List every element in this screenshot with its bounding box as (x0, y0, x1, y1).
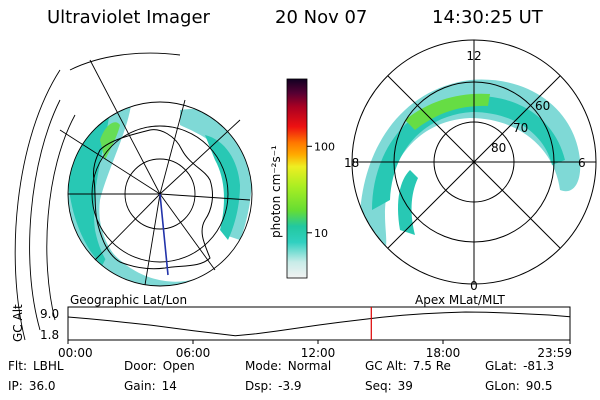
antarctica-coastline (93, 129, 213, 270)
status-field-value: 90.5 (525, 379, 553, 393)
time-tick-label: 00:00 (58, 346, 93, 360)
time-ticks: 00:00 06:00 12:00 18:00 23:59 (58, 340, 572, 360)
status-field-label: IP: (8, 379, 23, 393)
colorbar-gradient (286, 78, 308, 279)
mlat-label-80: 80 (491, 141, 506, 155)
status-field-label: GLon: (485, 379, 520, 393)
status-field-value: 7.5 Re (412, 359, 451, 373)
date-label: 20 Nov 07 (275, 7, 368, 28)
status-field-value: Normal (287, 359, 332, 373)
status-field-label: Dsp: (245, 379, 273, 393)
status-field: GLon: 90.5 (485, 379, 552, 393)
mlat-label-60: 60 (535, 99, 550, 113)
status-field-value: 39 (397, 379, 413, 393)
status-field: Dsp: -3.9 (245, 379, 302, 393)
status-field: Seq: 39 (365, 379, 413, 393)
status-field-value: Open (162, 359, 195, 373)
status-field-label: GC Alt: (365, 359, 407, 373)
status-field-label: Door: (124, 359, 157, 373)
mlt-label-6: 6 (578, 156, 586, 170)
status-field-value: 36.0 (28, 379, 56, 393)
time-tick-label: 06:00 (176, 346, 211, 360)
status-field: Mode: Normal (245, 359, 331, 373)
status-field-label: Gain: (124, 379, 156, 393)
status-field-label: Flt: (8, 359, 27, 373)
geographic-panel-label: Geographic Lat/Lon (70, 293, 187, 307)
status-field: GLat: -81.3 (485, 359, 554, 373)
colorbar-title: photon cm⁻²s⁻¹ (269, 145, 283, 238)
altitude-ytick-labels: 9.0 1.8 (40, 307, 59, 342)
altitude-timeline: 9.0 1.8 00:00 06:00 12:00 18:00 23:59 GC Alt (11, 304, 572, 360)
timeline-frame (67, 306, 571, 341)
time-label: 14:30:25 UT (432, 7, 543, 28)
status-field-value: 14 (161, 379, 177, 393)
status-field: Gain: 14 (124, 379, 177, 393)
status-field-label: Seq: (365, 379, 392, 393)
colorbar-tick-label: 100 (314, 140, 335, 153)
time-tick-label: 23:59 (537, 346, 572, 360)
time-tick-label: 12:00 (301, 346, 336, 360)
time-tick-label: 18:00 (426, 346, 461, 360)
status-field: IP: 36.0 (8, 379, 56, 393)
altitude-ytick-min: 1.8 (40, 328, 59, 342)
status-field-label: GLat: (485, 359, 518, 373)
aurora-emission-right (359, 79, 581, 260)
colorbar-ticks: 100 10 (307, 140, 335, 240)
status-field: GC Alt: 7.5 Re (365, 359, 451, 373)
status-field: Door: Open (124, 359, 195, 373)
mlt-label-0: 0 (470, 279, 478, 293)
colorbar: 100 10 (286, 78, 335, 279)
mlt-label-12: 12 (466, 49, 481, 63)
status-field: Flt: LBHL (8, 359, 64, 373)
magnetic-panel-label: Apex MLat/MLT (415, 293, 505, 307)
geo-grid-meridians (59, 59, 251, 286)
mlt-label-18: 18 (344, 156, 359, 170)
magnetic-polar-plot: 12 0 18 6 60 70 80 (344, 39, 597, 293)
status-field-value: LBHL (32, 359, 64, 373)
mlt-meridians (352, 40, 596, 284)
status-field-value: -3.9 (278, 379, 302, 393)
terminator-line (159, 193, 169, 276)
app-title: Ultraviolet Imager (47, 7, 210, 28)
status-field-value: -81.3 (523, 359, 555, 373)
altitude-curve (67, 311, 571, 337)
altitude-ytick-max: 9.0 (40, 307, 59, 321)
altitude-axis-label: GC Alt (11, 304, 25, 342)
colorbar-tick-label: 10 (314, 227, 328, 240)
mlat-label-70: 70 (513, 121, 528, 135)
status-field-label: Mode: (245, 359, 282, 373)
